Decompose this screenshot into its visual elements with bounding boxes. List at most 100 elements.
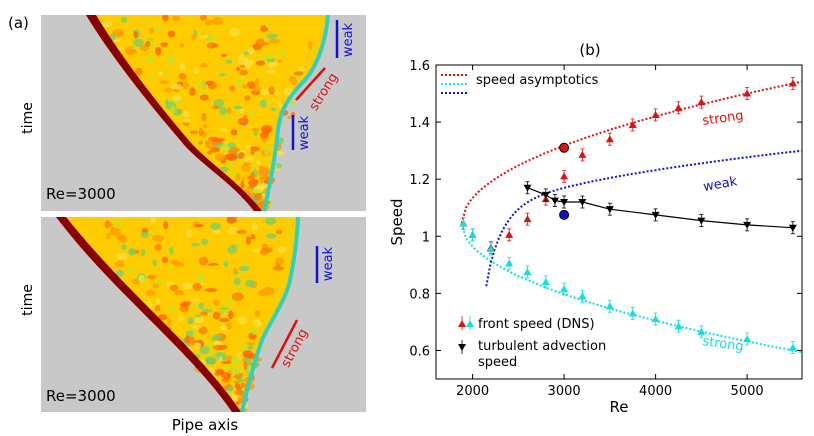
turbulent-spot [250,150,255,156]
data-point [550,197,559,205]
turbulent-spot [193,66,200,75]
data-point [674,103,683,111]
turbulent-spot [270,107,277,112]
turbulent-spot [116,252,128,260]
turbulent-spot [227,385,235,391]
data-point [459,219,468,227]
turbulent-spot [138,274,145,283]
turbulent-spot [279,48,286,56]
turbulent-spot [104,220,111,229]
legend-dns: front speed (DNS) turbulent advection sp… [458,316,606,370]
turbulent-spot [228,27,240,37]
turbulent-spot [238,266,250,271]
turbulent-spot [219,128,229,133]
turbulent-spot [248,181,256,185]
data-point [697,217,706,225]
turbulent-spot [214,351,226,359]
turbulent-spot [185,336,196,345]
turbulent-spot [186,229,193,238]
data-point [605,302,614,310]
curve-blue [485,149,802,287]
turbulent-spot [241,176,246,182]
turbulent-spot [278,137,284,144]
turbulent-spot [201,238,209,246]
data-point [578,199,587,207]
turbulent-spot [252,189,264,194]
turbulent-spot [264,53,274,60]
turbulent-spot [228,146,240,155]
turbulent-spot [206,343,215,348]
turbulent-spot [162,15,169,22]
turbulent-spot [293,71,304,75]
data-point [523,267,532,275]
turbulent-spot [140,249,146,257]
turbulent-spot [228,310,234,320]
x-tick-label: 2000 [456,384,489,399]
turbulent-spot [260,99,267,108]
turbulent-spot [163,87,173,93]
turbulent-spot [266,33,278,39]
turbulent-spot [265,233,277,239]
turbulent-spot [205,19,213,26]
curve-cyan [460,223,802,354]
turbulent-spot [216,62,221,67]
data-point [486,245,495,253]
data-point [605,206,614,214]
turbulent-spot [115,269,124,277]
turbulent-spot [226,322,233,331]
data-point [505,259,514,267]
turbulent-spot [256,38,265,48]
turbulent-spot [111,220,123,226]
turbulent-spot [245,279,256,288]
data-point [523,215,532,223]
turbulent-spot [213,299,220,307]
x-tick-label: 5000 [731,384,764,399]
legend-advection-text-2: speed [478,355,517,370]
turbulent-spot [241,164,251,172]
turbulent-spot [141,21,153,25]
turbulent-spot [201,113,207,122]
turbulent-spot [243,162,252,166]
turbulent-spot [259,132,269,139]
turbulent-spot [233,271,239,275]
data-point [697,98,706,106]
turbulent-spot [100,21,112,28]
turbulent-spot [246,342,256,346]
highlight-point [559,142,570,153]
turbulent-spot [265,217,277,225]
turbulent-spot [239,69,248,76]
bottom-time-label: time [20,284,36,316]
turbulent-spot [242,350,253,359]
turbulent-spot [218,356,223,362]
turbulent-spot [307,41,313,49]
turbulent-spot [149,27,155,34]
turbulent-spot [245,236,251,245]
turbulent-spot [198,302,204,310]
turbulent-spot [174,289,185,296]
data-point [788,343,797,351]
turbulent-spot [145,41,151,47]
turbulent-spot [207,263,220,266]
turbulent-spot [250,327,258,335]
y-tick-label: 1 [422,230,430,245]
turbulent-spot [212,43,219,48]
turbulent-spot [212,229,221,234]
turbulent-spot [133,31,138,39]
turbulent-spot [249,172,255,181]
turbulent-spot [189,87,196,96]
curve-label-strong-upper: strong [701,108,744,129]
turbulent-spot [233,277,241,286]
turbulent-spot [115,234,126,240]
curve-label-strong-lower: strong [701,334,744,355]
turbulent-spot [244,60,251,70]
x-axis-label: Re [610,398,629,416]
turbulent-spot [170,84,183,90]
turbulent-spot [163,70,169,76]
turbulent-spot [169,246,174,255]
turbulent-spot [242,84,247,90]
turbulent-spot [207,36,217,43]
data-point [651,315,660,323]
data-point [628,309,637,317]
pipe-axis-label: Pipe axis [172,416,239,434]
turbulent-spot [172,94,182,101]
